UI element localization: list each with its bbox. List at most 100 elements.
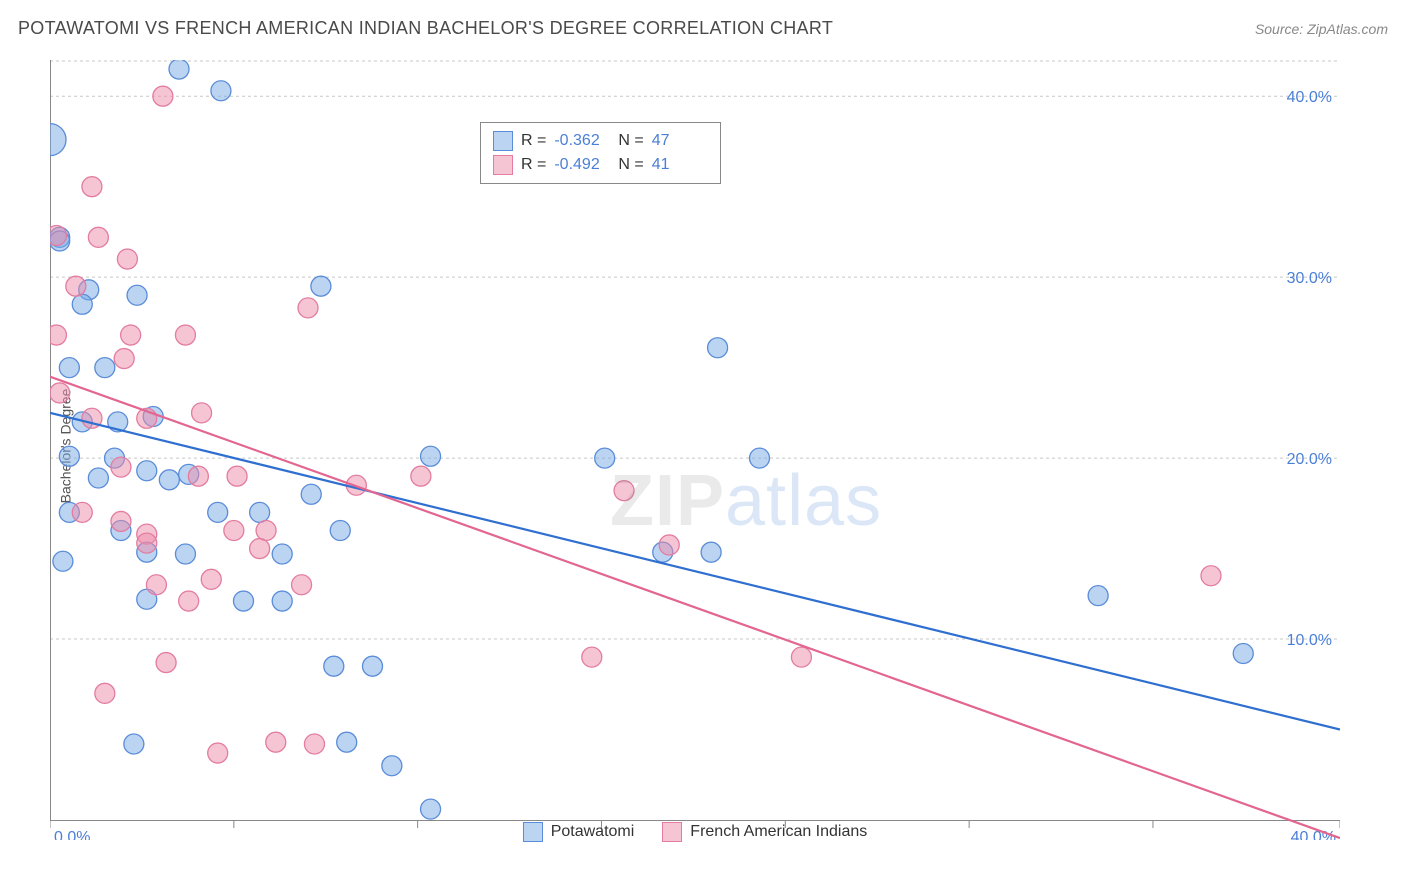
legend-swatch — [662, 822, 682, 842]
chart-source: Source: ZipAtlas.com — [1255, 21, 1388, 37]
data-point — [292, 575, 312, 595]
data-point — [117, 249, 137, 269]
data-point — [211, 81, 231, 101]
data-point — [750, 448, 770, 468]
data-point — [59, 446, 79, 466]
data-point — [708, 338, 728, 358]
data-point — [50, 383, 70, 403]
data-point — [124, 734, 144, 754]
legend-r-label: R = — [521, 156, 546, 174]
data-point — [227, 466, 247, 486]
data-point — [188, 466, 208, 486]
data-point — [169, 60, 189, 79]
data-point — [72, 502, 92, 522]
data-point — [582, 647, 602, 667]
data-point — [311, 276, 331, 296]
data-point — [137, 461, 157, 481]
data-point — [175, 325, 195, 345]
y-tick-label: 10.0% — [1287, 632, 1332, 649]
data-point — [175, 544, 195, 564]
legend-r-value: -0.362 — [554, 132, 610, 150]
legend-swatch — [493, 155, 513, 175]
legend-n-value: 47 — [652, 132, 708, 150]
data-point — [50, 325, 66, 345]
data-point — [50, 124, 66, 156]
data-point — [266, 732, 286, 752]
data-point — [1201, 566, 1221, 586]
data-point — [121, 325, 141, 345]
data-point — [95, 358, 115, 378]
legend-series-item: French American Indians — [662, 822, 867, 842]
data-point — [66, 276, 86, 296]
data-point — [201, 569, 221, 589]
data-point — [659, 535, 679, 555]
data-point — [82, 177, 102, 197]
data-point — [382, 756, 402, 776]
data-point — [111, 457, 131, 477]
data-point — [421, 446, 441, 466]
data-point — [298, 298, 318, 318]
data-point — [159, 470, 179, 490]
data-point — [363, 656, 383, 676]
data-point — [114, 349, 134, 369]
data-point — [301, 484, 321, 504]
legend-series-label: French American Indians — [690, 823, 867, 841]
data-point — [234, 591, 254, 611]
legend-r-label: R = — [521, 132, 546, 150]
legend-series: Potawatomi French American Indians — [50, 822, 1340, 842]
legend-n-label: N = — [618, 156, 643, 174]
data-point — [59, 358, 79, 378]
data-point — [72, 294, 92, 314]
data-point — [179, 591, 199, 611]
y-tick-label: 40.0% — [1287, 89, 1332, 106]
data-point — [88, 468, 108, 488]
legend-r-value: -0.492 — [554, 156, 610, 174]
data-point — [324, 656, 344, 676]
data-point — [208, 502, 228, 522]
data-point — [137, 533, 157, 553]
data-point — [88, 227, 108, 247]
data-point — [411, 466, 431, 486]
y-tick-label: 20.0% — [1287, 451, 1332, 468]
regression-line — [50, 413, 1340, 730]
data-point — [256, 520, 276, 540]
data-point — [272, 591, 292, 611]
data-point — [146, 575, 166, 595]
y-tick-label: 30.0% — [1287, 270, 1332, 287]
data-point — [111, 511, 131, 531]
data-point — [330, 520, 350, 540]
data-point — [156, 653, 176, 673]
data-point — [272, 544, 292, 564]
legend-swatch — [493, 131, 513, 151]
data-point — [1088, 586, 1108, 606]
data-point — [224, 520, 244, 540]
data-point — [250, 502, 270, 522]
data-point — [192, 403, 212, 423]
data-point — [208, 743, 228, 763]
chart-header: POTAWATOMI VS FRENCH AMERICAN INDIAN BAC… — [18, 18, 1388, 39]
legend-series-item: Potawatomi — [523, 822, 635, 842]
data-point — [304, 734, 324, 754]
data-point — [337, 732, 357, 752]
source-name: ZipAtlas.com — [1307, 21, 1388, 37]
data-point — [127, 285, 147, 305]
data-point — [153, 86, 173, 106]
chart-title: POTAWATOMI VS FRENCH AMERICAN INDIAN BAC… — [18, 18, 833, 39]
data-point — [701, 542, 721, 562]
legend-swatch — [523, 822, 543, 842]
data-point — [421, 799, 441, 819]
legend-statistics: R = -0.362 N = 47 R = -0.492 N = 41 — [480, 122, 721, 184]
data-point — [791, 647, 811, 667]
legend-stat-row: R = -0.362 N = 47 — [493, 129, 708, 153]
data-point — [250, 539, 270, 559]
legend-n-value: 41 — [652, 156, 708, 174]
legend-series-label: Potawatomi — [551, 823, 635, 841]
chart-area: 10.0%20.0%30.0%40.0%0.0%40.0% ZIPatlas R… — [50, 60, 1340, 840]
data-point — [95, 683, 115, 703]
data-point — [595, 448, 615, 468]
data-point — [50, 226, 66, 246]
data-point — [614, 481, 634, 501]
source-prefix: Source: — [1255, 21, 1307, 37]
legend-stat-row: R = -0.492 N = 41 — [493, 153, 708, 177]
legend-n-label: N = — [618, 132, 643, 150]
